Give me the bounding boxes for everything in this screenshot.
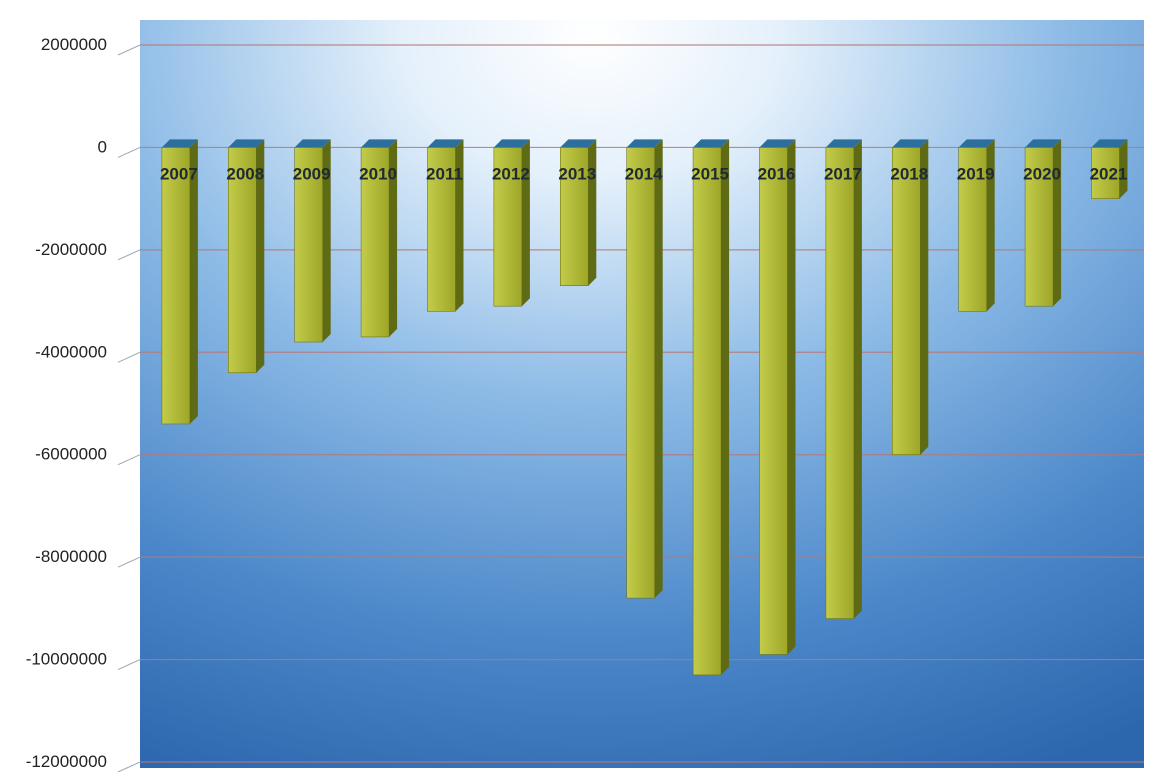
y-tick-mark [117, 659, 141, 671]
bar-2019 [958, 139, 995, 312]
x-tick-label: 2009 [293, 164, 331, 183]
x-tick-label: 2020 [1023, 164, 1061, 183]
y-tick-mark [117, 454, 141, 466]
bar-top [693, 139, 730, 148]
bar-top [161, 139, 198, 148]
y-tick-mark [117, 146, 141, 158]
bar-front [891, 147, 921, 456]
bar-front [958, 147, 987, 312]
bar-front [493, 147, 523, 307]
bar-top [361, 139, 398, 148]
bar-side [721, 139, 730, 675]
bar-side [1119, 139, 1128, 199]
bar-side [322, 139, 331, 343]
bar-front [227, 147, 257, 374]
bar-side [455, 139, 464, 312]
bar-2007 [161, 139, 198, 425]
y-tick-label: -2000000 [35, 240, 107, 259]
bar-top [825, 139, 862, 148]
bar-top [1025, 139, 1062, 148]
x-tick-label: 2013 [558, 164, 596, 183]
y-tick-label: -8000000 [35, 547, 107, 566]
x-tick-label: 2019 [957, 164, 995, 183]
y-tick-label: 0 [98, 137, 107, 156]
bar-2020 [1024, 139, 1062, 307]
y-tick-label: 2000000 [41, 35, 107, 54]
y-tick-label: -10000000 [26, 650, 107, 669]
bar-2012 [493, 139, 530, 307]
bar-side [920, 139, 929, 455]
bar-front [692, 147, 722, 676]
bar-2017 [825, 139, 862, 619]
bar-side [1053, 139, 1062, 307]
y-tick-mark [117, 351, 141, 363]
bar-front [1091, 147, 1120, 199]
x-tick-label: 2010 [359, 164, 397, 183]
bar-2021 [1091, 139, 1128, 199]
y-tick-label: -4000000 [35, 342, 107, 361]
bar-side [256, 139, 265, 373]
bar-side [521, 139, 530, 307]
x-tick-label: 2016 [758, 164, 796, 183]
bar-2008 [227, 139, 265, 374]
x-tick-label: 2014 [625, 164, 663, 183]
bar-2015 [692, 139, 730, 676]
bar-top [1091, 139, 1128, 148]
bar-top [493, 139, 530, 148]
bar-front [559, 147, 589, 287]
x-tick-label: 2021 [1090, 164, 1128, 183]
bar-2014 [626, 139, 663, 599]
bar-side [654, 139, 663, 599]
bar-front [161, 147, 191, 425]
bar-2009 [294, 139, 331, 343]
bar-side [853, 139, 862, 619]
bar-2016 [759, 139, 796, 655]
x-tick-label: 2011 [426, 164, 463, 183]
bar-2010 [360, 139, 398, 338]
x-tick-label: 2008 [226, 164, 264, 183]
x-tick-label: 2018 [890, 164, 928, 183]
x-tick-label: 2007 [160, 164, 198, 183]
x-tick-label: 2012 [492, 164, 530, 183]
bar-side [189, 139, 198, 424]
y-tick-mark [117, 44, 141, 56]
bar-2013 [559, 139, 597, 287]
y-tick-mark [117, 249, 141, 261]
bar-front [626, 147, 655, 599]
x-tick-label: 2015 [691, 164, 729, 183]
y-tick-label: -12000000 [26, 752, 107, 771]
bar-front [1024, 147, 1054, 307]
bar-front [427, 147, 456, 312]
y-tick-label: -6000000 [35, 445, 107, 464]
bar-top [759, 139, 796, 148]
bar-top [294, 139, 331, 148]
bar-side [588, 139, 597, 286]
bar-top [560, 139, 597, 148]
y-tick-mark [117, 556, 141, 568]
x-tick-label: 2017 [824, 164, 862, 183]
bar-top [958, 139, 995, 148]
bar-top [427, 139, 464, 148]
bar-front [294, 147, 323, 343]
bar-side [389, 139, 398, 337]
bar-2011 [427, 139, 464, 312]
bar-top [228, 139, 265, 148]
bar-top [892, 139, 929, 148]
y-tick-mark [117, 761, 141, 773]
bar-side [787, 139, 796, 655]
bar-side [986, 139, 995, 312]
bar-top [626, 139, 663, 148]
bar-front [759, 147, 788, 655]
bar-2018 [891, 139, 929, 456]
bar-front [825, 147, 855, 619]
